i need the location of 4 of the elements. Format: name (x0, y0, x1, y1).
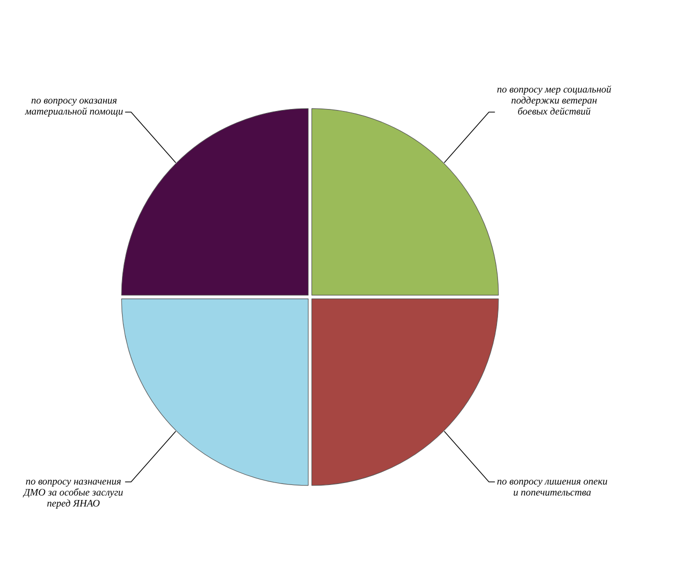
slice-label: по вопросу оказания материальной помощи (24, 96, 124, 118)
slice-label: по вопросу назначения ДМО за особые заслуги перед ЯНАО (22, 476, 124, 510)
slice-label: по вопросу мер социальной поддержки ветеран боевых действий (496, 84, 612, 118)
slice-label: по вопросу лишения опеки и попечительства (496, 476, 608, 499)
